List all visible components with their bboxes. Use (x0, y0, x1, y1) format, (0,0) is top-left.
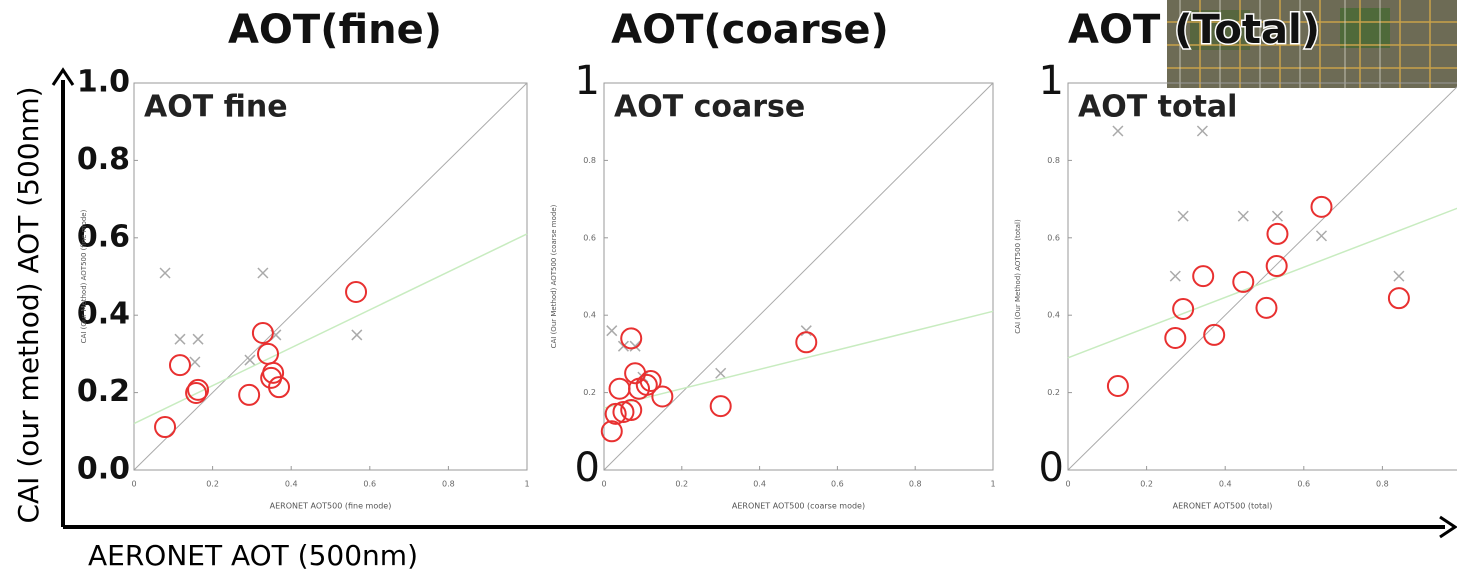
point (245, 355, 255, 365)
point (160, 268, 170, 278)
x-tick-label: 0.8 (1376, 480, 1389, 489)
x-tick-label: 0.2 (206, 480, 219, 489)
figure-x-label: AERONET AOT (500nm) (88, 539, 418, 572)
one-to-one-line (134, 83, 527, 470)
point (1108, 376, 1128, 396)
point (652, 386, 672, 406)
y-tick-label: 0.8 (583, 156, 596, 165)
point (1256, 298, 1276, 318)
y-tick-label: 1 (575, 58, 600, 104)
y-tick-label: 1.0 (77, 65, 130, 100)
x-tick-label: 1 (990, 480, 995, 489)
axis-label: CAI (Our Method) AOT500 (fine mode) (80, 209, 88, 343)
x-tick-label: 0.6 (831, 480, 844, 489)
x-tick-label: 0.4 (285, 480, 298, 489)
point (175, 334, 185, 344)
point (1316, 231, 1326, 241)
point (1170, 271, 1180, 281)
point (258, 268, 268, 278)
point (1233, 272, 1253, 292)
x-tick-label: 0 (131, 480, 136, 489)
chart-title: AOT(fine) (228, 7, 442, 53)
x-tick-label: 0 (601, 480, 606, 489)
panel-annotation: AOT coarse (614, 90, 805, 125)
axis-label: CAI (Our Method) AOT500 (coarse mode) (550, 204, 558, 348)
panel-annotation: AOT fine (144, 90, 288, 125)
panel-annotation: AOT total (1078, 90, 1237, 125)
point (193, 334, 203, 344)
point (1113, 126, 1123, 136)
x-tick-label: 0.4 (1219, 480, 1232, 489)
y-tick-label: 0.2 (77, 374, 130, 409)
y-tick-label: 0.4 (583, 311, 596, 320)
point (610, 379, 630, 399)
x-tick-label: 1 (524, 480, 529, 489)
y-tick-label: 0.4 (1047, 311, 1060, 320)
point (716, 368, 726, 378)
x-tick-label: 0 (1065, 480, 1070, 489)
chart-title: AOT (Total) (1068, 7, 1320, 53)
page: AERONET AOT (500nm) CAI (our method) AOT… (0, 0, 1457, 577)
point (170, 355, 190, 375)
y-tick-label: 0.6 (1047, 233, 1060, 242)
point (1311, 197, 1331, 217)
y-tick-label: 0.2 (1047, 388, 1060, 397)
point (1193, 266, 1213, 286)
point (190, 357, 200, 367)
x-tick-label: 0.6 (1297, 480, 1310, 489)
y-tick-label: 0.2 (583, 388, 596, 397)
fit-line (1068, 207, 1457, 358)
point (711, 396, 731, 416)
fit-line (134, 234, 527, 424)
point (1197, 126, 1207, 136)
point (155, 417, 175, 437)
point (796, 332, 816, 352)
point (1165, 328, 1185, 348)
one-to-one-line (604, 83, 993, 470)
point (607, 326, 617, 336)
y-tick-label: 0.0 (77, 452, 130, 487)
point (253, 323, 273, 343)
x-tick-label: 0.8 (909, 480, 922, 489)
y-tick-label: 0 (575, 445, 600, 491)
point (1267, 256, 1287, 276)
axis-label: AERONET AOT500 (total) (1173, 502, 1273, 511)
x-tick-label: 0.4 (753, 480, 766, 489)
chart-title: AOT(coarse) (611, 7, 889, 53)
y-tick-label: 0.8 (1047, 156, 1060, 165)
axis-label: AERONET AOT500 (fine mode) (270, 502, 392, 511)
x-tick-label: 0.2 (1140, 480, 1153, 489)
point (1238, 211, 1248, 221)
x-tick-label: 0.6 (363, 480, 376, 489)
x-tick-label: 0.2 (675, 480, 688, 489)
point (239, 385, 259, 405)
point (1272, 211, 1282, 221)
figure: AERONET AOT (500nm) CAI (our method) AOT… (0, 0, 1457, 577)
point (1173, 299, 1193, 319)
point (258, 344, 278, 364)
axis-label: CAI (Our Method) AOT500 (total) (1014, 219, 1022, 334)
point (621, 328, 641, 348)
fit-line (604, 311, 993, 408)
y-tick-label: 1 (1039, 58, 1064, 104)
point (346, 282, 366, 302)
point (801, 326, 811, 336)
point (1178, 211, 1188, 221)
point (352, 330, 362, 340)
y-tick-label: 0 (1039, 445, 1064, 491)
x-tick-label: 0.8 (442, 480, 455, 489)
axis-label: AERONET AOT500 (coarse mode) (732, 502, 865, 511)
y-tick-label: 0.6 (583, 233, 596, 242)
point (1267, 224, 1287, 244)
point (1204, 325, 1224, 345)
point (1389, 288, 1409, 308)
y-tick-label: 0.8 (77, 142, 130, 177)
point (1394, 271, 1404, 281)
figure-y-label: CAI (our method) AOT (500nm) (12, 86, 45, 523)
